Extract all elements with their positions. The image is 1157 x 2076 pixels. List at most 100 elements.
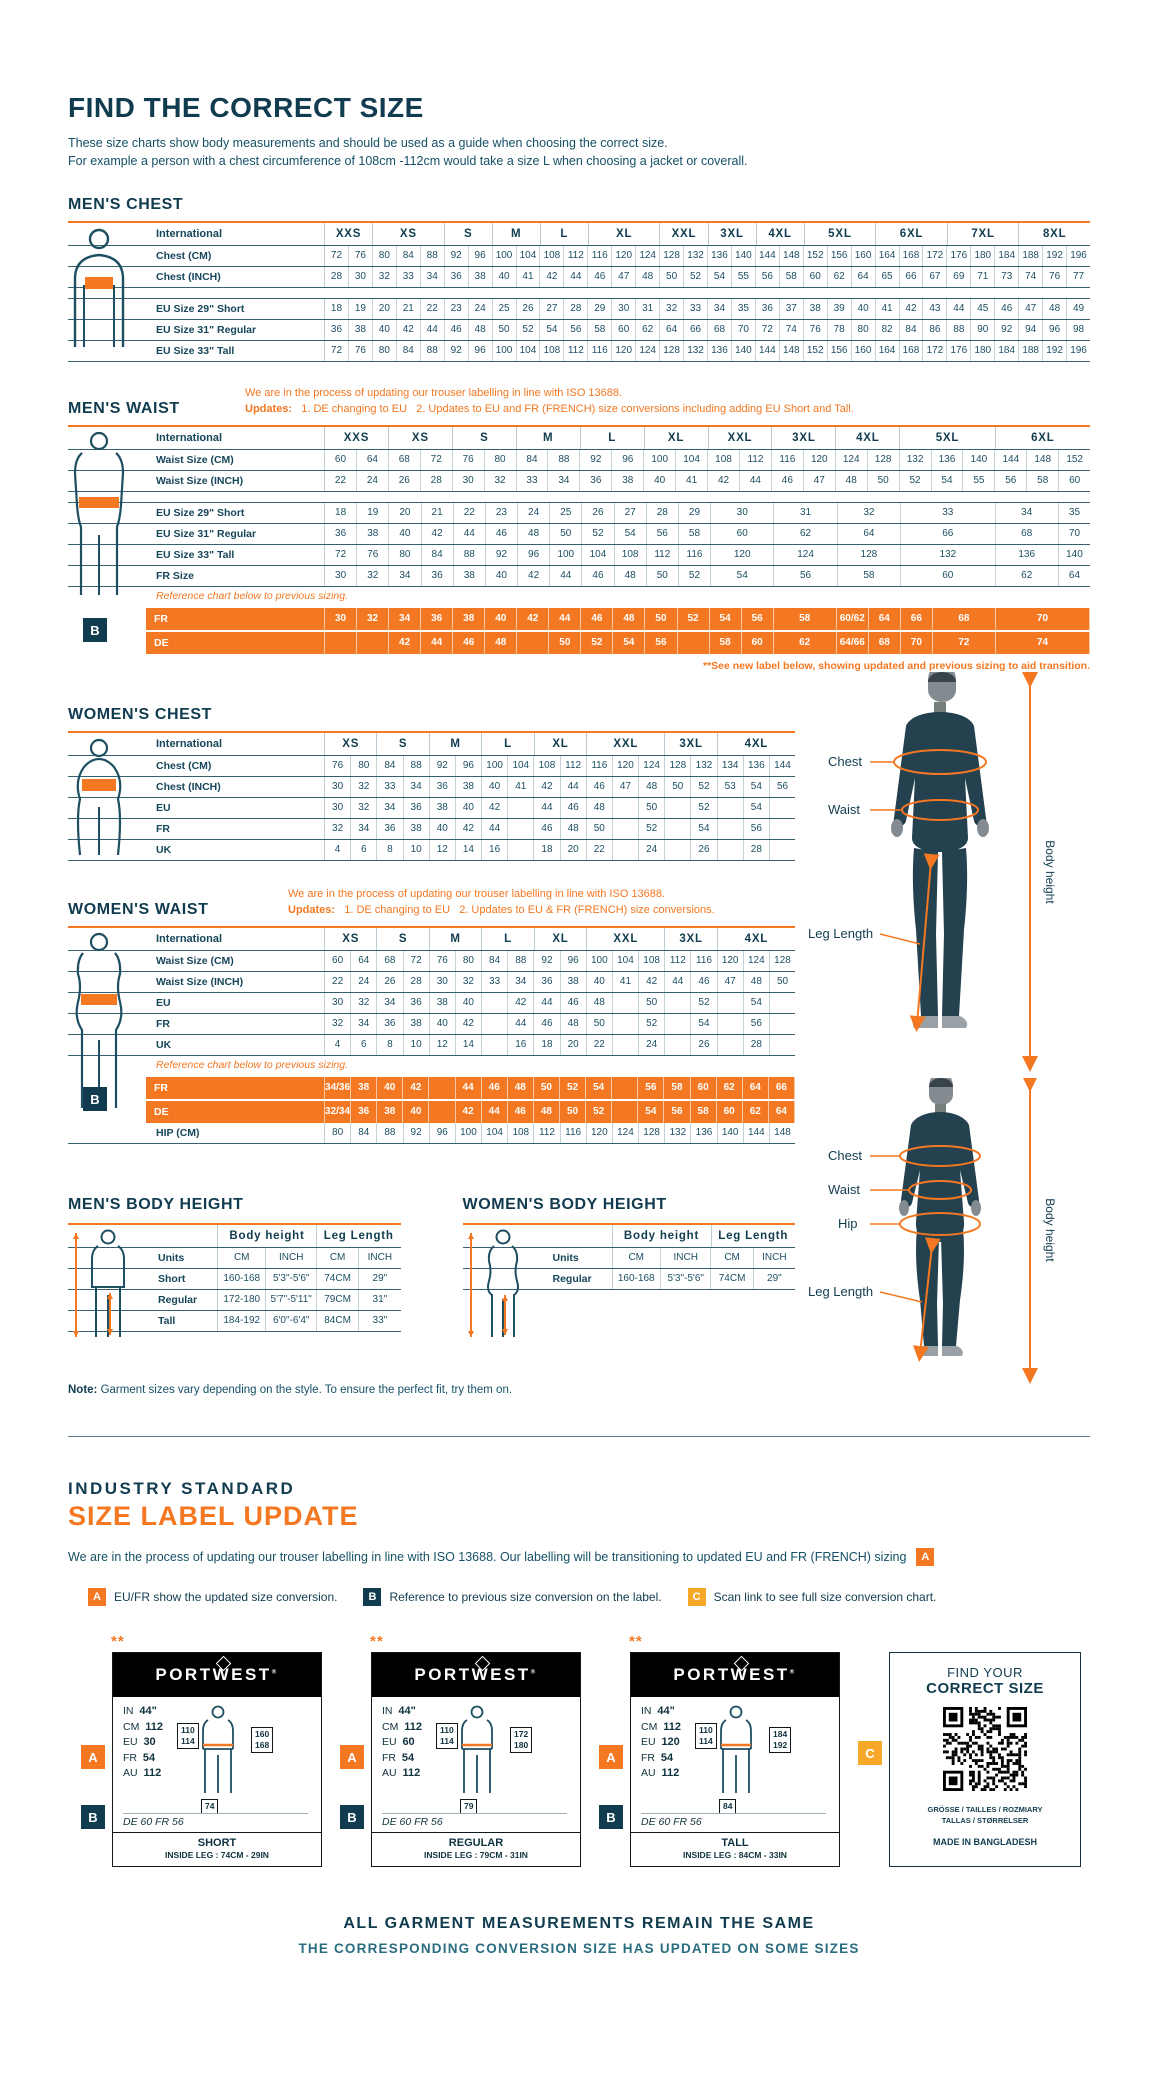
label-size-value: 112 [402, 1767, 421, 1779]
womens-left-column: WOMEN'S CHEST International XS S M L XL XXL 3XL… [68, 706, 795, 1396]
womens-chest-figure-icon [76, 739, 122, 856]
size-value-cell: 33 [684, 299, 708, 320]
size-value-cell: 40 [430, 819, 456, 840]
table-row: EU Size 31" Regular 36 38 40 42 44 46 48 50 52 54 5… [68, 524, 1090, 546]
size-value-cell: 32 [351, 993, 378, 1013]
size-value-cell: 68 [932, 608, 996, 631]
size-value-cell: 50 [639, 798, 666, 819]
size-value-cell: 18 [534, 840, 561, 861]
size-value-cell: 68 [708, 320, 732, 341]
size-value-cell: 112 [647, 545, 679, 566]
size-value-cell: 20 [389, 503, 422, 524]
row-label: EU Size 33" Tall [68, 341, 325, 362]
label-size-row: AU 112 [641, 1766, 831, 1782]
size-value-cell: 76 [1043, 267, 1068, 288]
size-value-cell: 79CM [317, 1290, 360, 1310]
size-value-cell: 46 [481, 1077, 508, 1099]
label-size-key: AU [382, 1767, 397, 1779]
mens-chest-heading: MEN'S CHEST [68, 196, 184, 214]
size-value-cell: 42 [534, 777, 561, 798]
label-card-body: IN 44" CM 112 EU 60 FR 54 AU 112 110 114 172 180… [372, 1697, 580, 1832]
size-value-cell: 172 [923, 246, 948, 267]
size-value-cell: 172 [923, 341, 948, 362]
intro-text: These size charts show body measurements… [68, 134, 1090, 170]
size-value-cell: 46 [561, 798, 587, 819]
size-value-cell: 116 [679, 545, 712, 566]
size-value-cell: 27 [540, 299, 565, 320]
size-value-cell: 80 [373, 341, 397, 362]
size-value-cell: 80 [373, 246, 397, 267]
size-column-header: L [581, 427, 645, 450]
size-value-cell: 92 [534, 951, 561, 971]
label-size-row: FR 54 [641, 1751, 831, 1767]
size-value-cell: 31" [372, 1294, 388, 1305]
size-value-cell: 42 [422, 524, 454, 545]
size-value-cell: 88 [421, 246, 445, 267]
size-value-cell: 140 [963, 450, 996, 471]
size-value-cell: 172-180 [218, 1290, 267, 1310]
size-value-cell: 62 [774, 524, 838, 545]
international-header: International [68, 427, 325, 450]
size-value-cell: 33 [482, 972, 509, 992]
table-row: Regular 172-180 5'7"-5'11" 79CM 31" [68, 1290, 401, 1311]
row-label: Chest (CM) [68, 756, 325, 777]
badge-b-womens-waist: B [83, 1087, 107, 1111]
leg-measure-box: 74 [201, 1799, 219, 1814]
table-header-row: International XXS XS S M L XL XXL 3XL 4XL 5XL 6XL 7X… [68, 223, 1090, 247]
label-size-value: 112 [404, 1720, 422, 1733]
size-value-cell: 44 [561, 777, 587, 798]
size-value-cell: 6 [351, 1035, 378, 1055]
portwest-logo-bar: PORTWEST® [113, 1653, 321, 1697]
label-size-value: 112 [663, 1720, 681, 1733]
size-column-header: S [445, 223, 493, 246]
badge-letter: A [93, 1591, 101, 1603]
size-value-cell: 36 [351, 1101, 378, 1123]
size-value-cell: 34 [351, 1014, 378, 1034]
size-value-cell: 38 [377, 1101, 404, 1123]
size-value-cell [613, 798, 640, 819]
size-value-cell: 60 [1069, 475, 1081, 487]
size-column-header: 8XL [1042, 228, 1067, 241]
row-label: FR Size [68, 566, 325, 587]
size-value-cell: CM [711, 1248, 754, 1268]
size-value-cell: 62 [742, 1101, 769, 1123]
size-value-cell: 86 [923, 320, 948, 341]
size-value-cell: 29 [679, 503, 712, 524]
size-value-cell: 38 [453, 608, 486, 631]
size-value-cell: 72 [421, 450, 453, 471]
size-value-cell: 120 [613, 756, 640, 777]
international-header [463, 1225, 613, 1247]
row-label: FR [68, 1014, 325, 1034]
womens-waist-headrow: WOMEN'S WAIST We are in the process of u… [68, 887, 795, 919]
size-value-cell: 36 [325, 320, 349, 341]
orange-row-spacer [68, 608, 146, 631]
size-value-cell: 42 [518, 566, 551, 587]
label-size-value: 30 [143, 1736, 156, 1748]
row-label: EU [68, 993, 325, 1013]
size-value-cell: 48 [587, 798, 613, 819]
qr-correct-size: CORRECT SIZE [926, 1680, 1044, 1697]
size-value-cell: 30 [325, 993, 352, 1013]
size-value-cell: 104 [517, 246, 541, 267]
table-row: UK 4 6 8 10 12 14 16 18 20 22 24 26 28 [68, 840, 795, 862]
size-value-cell: 44 [947, 299, 972, 320]
womens-waist-updates-label: Updates: [288, 904, 336, 917]
male-silhouette [891, 672, 989, 1029]
row-label: FR [68, 819, 325, 840]
size-value-cell: 50 [776, 976, 789, 987]
size-value-cell: 92 [995, 320, 1020, 341]
size-value-cell: 176 [947, 246, 972, 267]
label-size-key: FR [123, 1751, 137, 1764]
fit-name: SHORT [197, 1837, 237, 1849]
size-value-cell: 72 [325, 341, 349, 362]
size-value-cell: 67 [923, 267, 948, 288]
size-column-header: M [430, 733, 483, 756]
size-value-cell: 22 [325, 972, 352, 992]
size-value-cell: 54 [708, 267, 732, 288]
size-value-cell: 72 [404, 951, 430, 971]
size-value-cell: 160-168 [613, 1269, 661, 1289]
size-column-header: 3XL [665, 733, 718, 756]
legend-b-text: Reference to previous size conversion on… [389, 1590, 662, 1604]
row-label: EU Size 29" Short [68, 299, 325, 320]
mens-waist-update1: 1. DE changing to EU [301, 403, 408, 416]
